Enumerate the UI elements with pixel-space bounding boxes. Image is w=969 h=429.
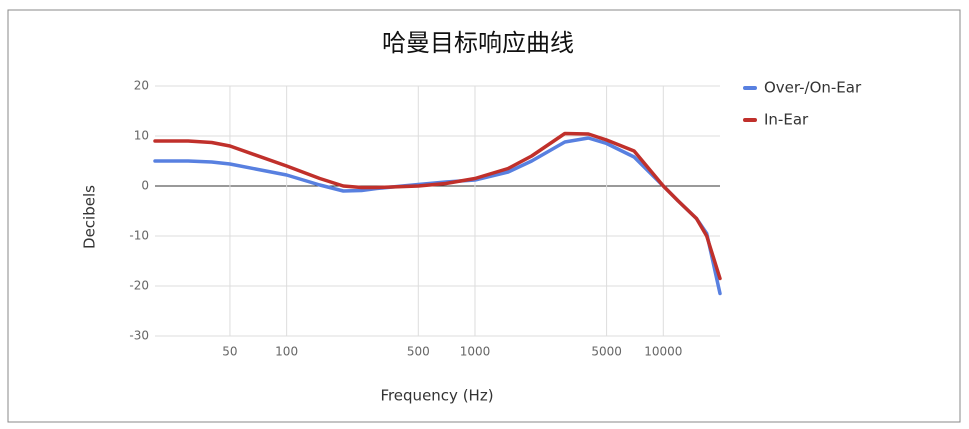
legend-label: In-Ear bbox=[764, 111, 809, 129]
x-tick-label: 500 bbox=[407, 345, 430, 359]
chart-title: 哈曼目标响应曲线 bbox=[382, 29, 574, 57]
y-tick-label: -30 bbox=[129, 329, 149, 343]
frame bbox=[7, 9, 961, 423]
y-tick-label: 10 bbox=[134, 129, 149, 143]
y-tick-label: 20 bbox=[134, 79, 149, 93]
y-tick-label: 0 bbox=[141, 179, 149, 193]
legend-label: Over-/On-Ear bbox=[764, 79, 862, 97]
y-tick-label: -20 bbox=[129, 279, 149, 293]
data-line bbox=[153, 131, 722, 281]
x-tick-label: 10000 bbox=[644, 345, 682, 359]
y-axis-title: Decibels bbox=[81, 185, 99, 249]
x-tick-label: 100 bbox=[275, 345, 298, 359]
y-tick-label: -10 bbox=[129, 229, 149, 243]
x-tick-label: 1000 bbox=[460, 345, 491, 359]
x-axis-title: Frequency (Hz) bbox=[380, 387, 493, 405]
x-tick-label: 5000 bbox=[591, 345, 622, 359]
x-tick-label: 50 bbox=[222, 345, 237, 359]
